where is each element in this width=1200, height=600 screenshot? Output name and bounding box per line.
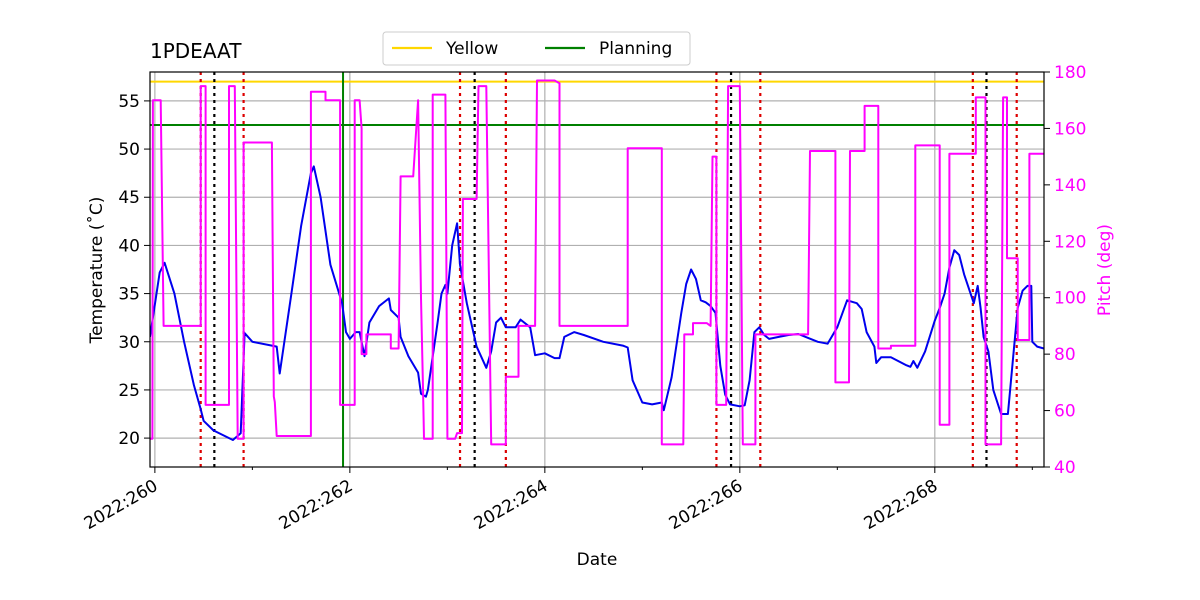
y-right-tick-label: 40: [1054, 458, 1076, 478]
legend-planning-label: Planning: [599, 39, 672, 59]
y-left-tick-label: 45: [118, 188, 140, 208]
y-right-tick-label: 180: [1054, 63, 1086, 83]
legend-box: [382, 31, 691, 66]
y-left-tick-label: 30: [118, 333, 140, 353]
plot-frame: [149, 71, 1045, 468]
y-left-tick-label: 25: [118, 381, 140, 401]
y-left-tick-label: 40: [118, 236, 140, 256]
x-axis-label: Date: [577, 550, 618, 570]
y-right-tick-label: 100: [1054, 289, 1086, 309]
y-right-tick-label: 80: [1054, 345, 1076, 365]
y-left-tick-label: 20: [118, 429, 140, 449]
y-right-tick-label: 120: [1054, 232, 1086, 252]
y-left-tick-label: 55: [118, 92, 140, 112]
chart-title: 1PDEAAT: [150, 39, 242, 63]
y-axis-right-label: Pitch (deg): [1095, 224, 1115, 316]
y-axis-left-label: Temperature (˚C): [86, 197, 107, 345]
series-temperature-line: [150, 165, 1044, 441]
y-left-tick-label: 50: [118, 140, 140, 160]
series: [150, 79, 1044, 446]
y-right-tick-label: 60: [1054, 402, 1076, 422]
y-right-tick-label: 140: [1054, 176, 1086, 196]
legend-yellow-label: Yellow: [445, 39, 498, 59]
y-right-tick-label: 160: [1054, 119, 1086, 139]
series-pitch-line: [150, 79, 1044, 446]
legend: Yellow Planning: [382, 31, 691, 66]
grid: [150, 72, 1044, 467]
y-left-tick-label: 35: [118, 285, 140, 305]
limit-lines: [150, 72, 1044, 467]
